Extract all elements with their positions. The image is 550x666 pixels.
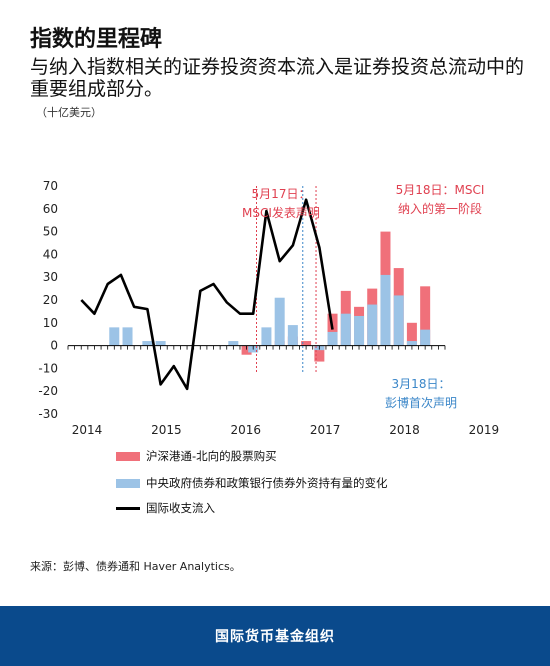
bar-stock-connect: [420, 286, 431, 346]
y-tick-label: 0: [50, 339, 58, 353]
x-year-label: 2017: [310, 423, 341, 437]
legend-label-stock-connect: 沪深港通-北向的股票购买: [146, 449, 277, 463]
legend-item-bond-holdings: 中央政府债券和政策银行债券外资持有量的变化: [116, 475, 388, 491]
legend-label-bop-inflows: 国际收支流入: [146, 501, 215, 515]
bar-bond-holdings: [142, 341, 153, 346]
annotation-msci-announce: 5月17日： MSCI发表声明: [242, 187, 320, 220]
bar-bond-holdings: [367, 304, 378, 346]
y-tick-label: -30: [38, 407, 58, 421]
x-year-label: 2018: [389, 423, 420, 437]
y-tick-label: 50: [43, 225, 58, 239]
bar-bond-holdings: [287, 325, 298, 346]
annotation-msci-inclusion: 5月18日：MSCI 纳入的第一阶段: [396, 183, 485, 216]
x-year-label: 2016: [230, 423, 261, 437]
legend-item-stock-connect: 沪深港通-北向的股票购买: [116, 448, 277, 464]
bar-stock-connect: [314, 345, 325, 362]
legend-item-bop-inflows: 国际收支流入: [116, 500, 215, 516]
y-tick-label: 20: [43, 293, 58, 307]
x-year-label: 2015: [151, 423, 182, 437]
y-tick-label: -10: [38, 361, 58, 375]
y-tick-label: -20: [38, 384, 58, 398]
y-tick-label: 30: [43, 270, 58, 284]
bar-bond-holdings: [340, 313, 351, 346]
source-note: 来源：彭博、债券通和 Haver Analytics。: [30, 560, 241, 573]
chart-area: 70 60 50 40 30 20 10 0 -10 -20 -30 2014 2015 2016 2017…: [38, 179, 500, 437]
bar-bond-holdings: [406, 341, 417, 346]
bar-bond-holdings: [155, 341, 166, 346]
unit-label: （十亿美元）: [36, 106, 102, 119]
bar-bond-holdings: [393, 295, 404, 346]
footer-banner: 国际货币基金组织: [0, 606, 550, 666]
y-tick-label: 60: [43, 202, 58, 216]
chart-title: 指数的里程碑: [30, 27, 163, 52]
legend-swatch-bond-holdings: [116, 478, 140, 488]
legend-label-bond-holdings: 中央政府债券和政策银行债券外资持有量的变化: [146, 476, 388, 490]
bar-stock-connect: [327, 313, 338, 346]
annotation-bloomberg-announce: 3月18日：彭博首次声明: [385, 377, 457, 410]
y-tick-label: 10: [43, 316, 58, 330]
bar-bond-holdings: [354, 315, 365, 346]
bar-bond-holdings: [122, 327, 133, 346]
footer-org-name: 国际货币基金组织: [215, 629, 335, 645]
x-year-label: 2019: [469, 423, 500, 437]
bar-bond-holdings: [327, 331, 338, 346]
line-bop-inflows: [80, 198, 334, 391]
bar-stock-connect: [406, 322, 417, 346]
chart-subtitle: 与纳入指数相关的证券投资资本流入是证券投资总流动中的重要组成部分。: [30, 56, 525, 100]
bar-stock-connect: [301, 341, 312, 346]
bar-bond-holdings: [261, 327, 272, 346]
bar-bond-holdings: [274, 297, 285, 346]
legend-swatch-bop-inflows: [116, 506, 140, 510]
bar-bond-holdings: [109, 327, 120, 346]
legend-swatch-stock-connect: [116, 451, 140, 461]
bar-bond-holdings: [380, 274, 391, 346]
bar-stock-connect: [241, 345, 252, 355]
bar-bond-holdings: [228, 341, 239, 346]
x-year-label: 2014: [72, 423, 103, 437]
y-tick-label: 70: [43, 179, 58, 193]
bar-bond-holdings: [420, 329, 431, 346]
y-tick-label: 40: [43, 247, 58, 261]
